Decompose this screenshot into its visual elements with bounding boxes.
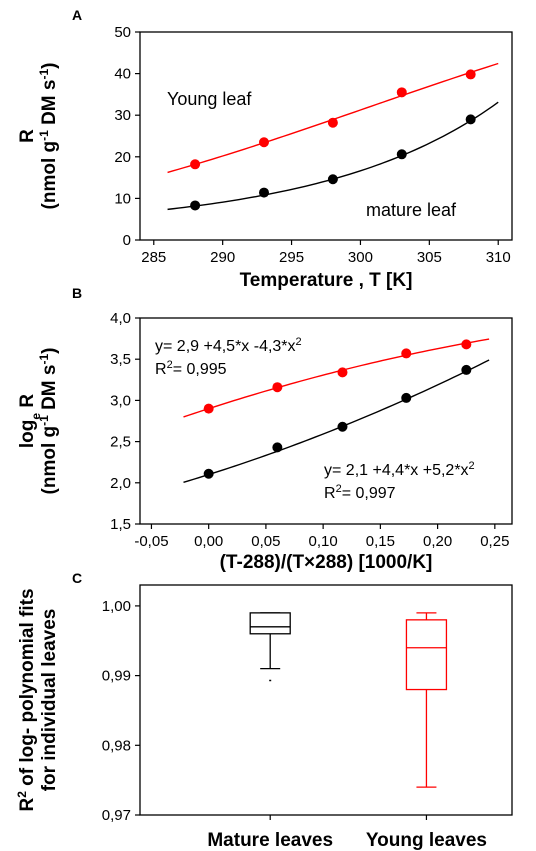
panel-b-y-tick-label: 3,0 [110, 392, 131, 409]
panel-a-x-tick-label: 285 [141, 249, 166, 266]
panel-a-y-tick-label: 30 [114, 107, 131, 124]
panel-a-x-tick-label: 290 [210, 249, 235, 266]
panel-b-x-tick-label: 0,10 [309, 533, 338, 550]
panel-b-data-point [337, 367, 348, 378]
panel-b-y-tick-label: 4,0 [110, 310, 131, 327]
panel-a-data-point [396, 149, 407, 160]
panel-b-data-point [461, 364, 472, 375]
panel-b-x-tick-label: 0,25 [480, 533, 509, 550]
panel-a-plot-frame [139, 31, 513, 241]
panel-b-data-point [203, 468, 214, 479]
panel-a-y-tick-label: 20 [114, 149, 131, 166]
panel-b-x-tick-label: 0,20 [423, 533, 452, 550]
panel-a-data-point [259, 137, 269, 148]
panel-b-plot-frame [139, 317, 513, 525]
panel-a-y-tick-label: 50 [114, 24, 131, 41]
panel-b-y-axis-units: (nmol g-1 DM s-1) [37, 348, 60, 495]
panel-a-y-axis-units: (nmol g-1 DM s-1) [37, 63, 60, 210]
panel-b-data-point [272, 442, 283, 453]
panel-b-data-point [401, 348, 412, 359]
panel-b-y-tick-label: 3,5 [110, 351, 131, 368]
panel-c-plot-frame [139, 584, 513, 816]
panel-b-x-tick-label: 0,15 [366, 533, 395, 550]
panel-c-y-axis-title: R2 of log- polynomial fits [15, 588, 38, 811]
panel-a-data-point [465, 69, 476, 80]
panel-a-unit-sup2: -1 [37, 69, 51, 80]
panel-a-data-point [396, 87, 407, 98]
panel-a-fits [167, 62, 499, 211]
panel-b-mature-r2: R2= 0,997 [324, 483, 396, 502]
panel-c-category-label: Mature leaves [207, 830, 333, 851]
panel-b-data-point [203, 403, 214, 414]
panel-b-y-tick-label: 1,5 [110, 516, 131, 533]
panel-a-y-tick-label: 0 [123, 232, 131, 249]
panel-a-data-point [327, 117, 338, 128]
panel-c-y-tick-label: 0,97 [102, 807, 131, 824]
panel-a-unit-sup1: -1 [37, 130, 51, 141]
panel-b-x-axis-title: (T-288)/(T×288) [1000/K] [220, 552, 433, 573]
panel-c-box [405, 619, 448, 691]
panel-b-data-point [272, 382, 283, 393]
panel-a: A 285 290 295 300 305 310 0 10 20 30 40 50 Young le… [17, 7, 513, 291]
panel-c-category-label: Young leaves [366, 830, 487, 851]
panel-b-young-r2: R2= 0,995 [155, 359, 227, 378]
panel-a-x-tick-label: 305 [417, 249, 442, 266]
panel-a-x-tick-label: 295 [279, 249, 304, 266]
panel-c-boxes [249, 612, 448, 788]
panel-a-x-tick-label: 300 [348, 249, 373, 266]
panel-a-x-axis-title: Temperature , T [K] [240, 270, 413, 291]
panel-a-young-label: Young leaf [167, 89, 252, 109]
panel-c-y-tick-label: 0,99 [102, 668, 131, 685]
panel-b-data-point [337, 421, 348, 432]
panel-b-fits [183, 338, 490, 484]
panel-a-data-point [190, 200, 201, 211]
panel-b-y-tick-label: 2,0 [110, 475, 131, 492]
panel-b-data-point [401, 392, 412, 403]
panel-c-letter: C [72, 570, 82, 586]
panel-b-mature-equation: y= 2,1 +4,4*x +5,2*x2 [324, 460, 475, 479]
panel-b-letter: B [72, 285, 82, 301]
panel-a-y-axis-title: R [17, 129, 38, 143]
panel-b-x-tick-label: 0,00 [194, 533, 223, 550]
panel-a-x-tick-label: 310 [486, 249, 511, 266]
panel-a-letter: A [72, 7, 82, 23]
panel-a-mature-label: mature leaf [366, 200, 457, 220]
panel-c-y-tick-label: 1,00 [102, 598, 131, 615]
panel-a-points [190, 69, 476, 211]
panel-b-data-point [461, 339, 472, 350]
panel-b: B -0,05 0,00 0,05 0,10 0,15 0,20 0,25 1,5 2,0 2,5… [17, 285, 513, 573]
panel-a-y-tick-label: 40 [114, 66, 131, 83]
panel-c: C 0,97 0,98 0,99 1,00 Mature leaves Young lea… [15, 570, 513, 851]
panel-b-young-equation: y= 2,9 +4,5*x -4,3*x2 [155, 336, 302, 355]
panel-c-y-tick-label: 0,98 [102, 737, 131, 754]
panel-b-fit-line [183, 359, 490, 484]
panel-b-ticks: -0,05 0,00 0,05 0,10 0,15 0,20 0,25 1,5 2,0 2,5 3,… [110, 310, 509, 550]
panel-a-y-tick-label: 10 [114, 190, 131, 207]
panel-b-x-tick-label: -0,05 [134, 533, 168, 550]
panel-c-box [249, 612, 291, 635]
panel-a-data-point [190, 159, 201, 170]
panel-b-y-tick-label: 2,5 [110, 434, 131, 451]
panel-a-data-point [259, 187, 269, 198]
panel-a-ticks: 285 290 295 300 305 310 0 10 20 30 40 50 [114, 24, 510, 266]
panel-a-data-point [465, 114, 476, 125]
panel-b-x-tick-label: 0,05 [251, 533, 280, 550]
panel-a-data-point [327, 174, 338, 185]
panel-b-points [203, 339, 472, 479]
panel-c-y-axis-title-line2: for individual leaves [39, 609, 60, 792]
panel-b-fit-line [183, 338, 490, 418]
panel-c-ticks: 0,97 0,98 0,99 1,00 Mature leaves Young leave… [102, 598, 487, 851]
